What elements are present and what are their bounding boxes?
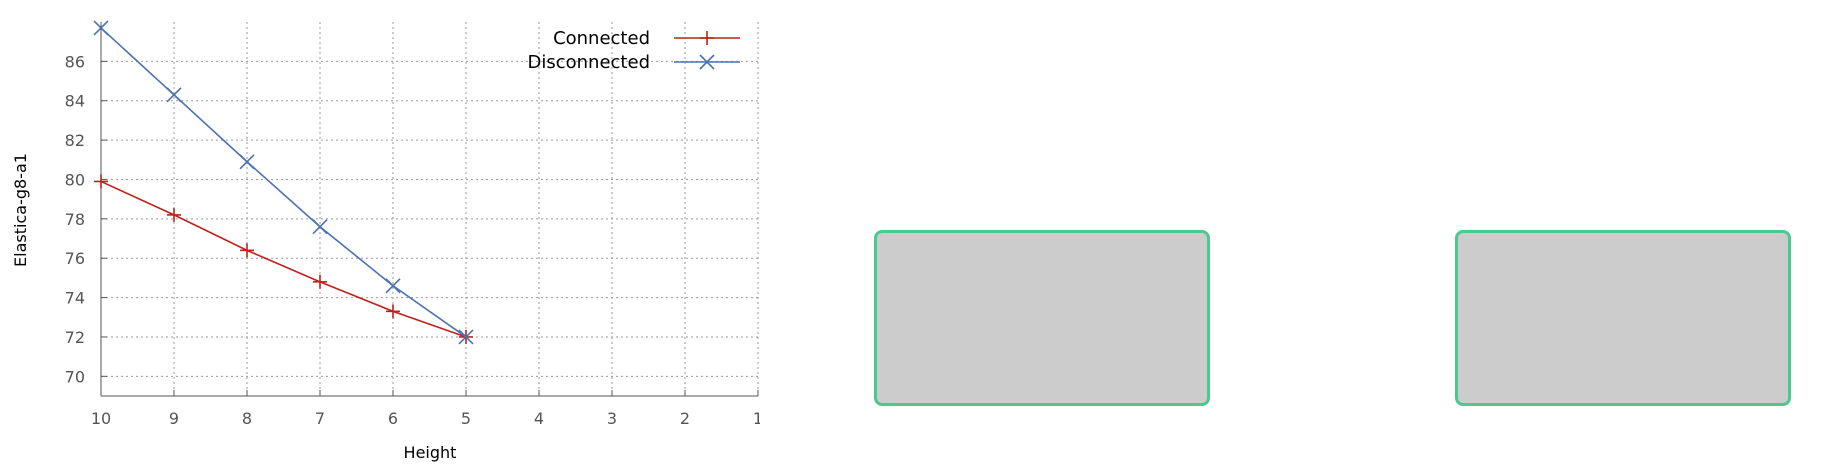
y-tick-label: 78 — [65, 210, 85, 229]
legend-entry-disconnected: Disconnected — [528, 52, 740, 73]
y-tick-label: 84 — [65, 92, 85, 111]
legend-label: Disconnected — [528, 52, 651, 73]
x-tick-label: 3 — [607, 409, 617, 428]
legend-entry-connected: Connected — [553, 28, 740, 49]
plus-marker — [700, 31, 714, 45]
y-tick-label: 82 — [65, 131, 85, 150]
cross-marker — [93, 20, 109, 36]
x-tick-label: 1 — [753, 409, 760, 428]
y-tick-label: 86 — [65, 52, 85, 71]
y-tick-label: 80 — [65, 170, 85, 189]
y-tick-label: 72 — [65, 328, 85, 347]
plus-marker — [167, 207, 181, 222]
plus-marker — [386, 304, 400, 319]
axes — [100, 22, 759, 397]
x-tick-label: 5 — [461, 409, 471, 428]
y-axis-title: Elastica-g8-a1 — [11, 153, 30, 267]
grid — [100, 22, 759, 396]
y-tick-label: 74 — [65, 289, 85, 308]
series-disconnected — [93, 20, 474, 345]
empty-panel-left — [874, 230, 1210, 406]
x-tick-label: 7 — [315, 409, 325, 428]
x-tick-label: 10 — [91, 409, 111, 428]
x-axis-title: Height — [404, 443, 457, 462]
legend-label: Connected — [553, 28, 650, 49]
series-line — [100, 27, 467, 338]
cross-marker — [458, 329, 474, 345]
series-group — [93, 20, 474, 345]
series-line — [100, 180, 467, 338]
y-tick-label: 76 — [65, 249, 85, 268]
y-tick-label: 70 — [65, 367, 85, 386]
cross-marker — [166, 87, 182, 103]
plus-marker — [313, 274, 327, 289]
x-tick-label: 9 — [169, 409, 179, 428]
cross-marker — [699, 54, 715, 70]
plus-marker — [240, 243, 254, 258]
series-connected — [94, 174, 473, 344]
legend: Connected Disconnected — [528, 28, 740, 73]
cross-marker — [312, 219, 328, 235]
x-tick-label: 4 — [534, 409, 544, 428]
plus-marker — [94, 174, 108, 189]
cross-marker — [385, 278, 401, 294]
x-tick-label: 6 — [388, 409, 398, 428]
empty-panel-right — [1455, 230, 1791, 406]
x-tick-label: 2 — [680, 409, 690, 428]
x-tick-label: 8 — [242, 409, 252, 428]
cross-marker — [239, 154, 255, 170]
